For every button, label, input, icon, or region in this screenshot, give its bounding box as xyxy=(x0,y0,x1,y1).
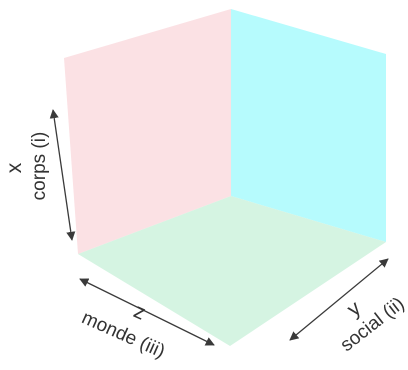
x-axis-arrow xyxy=(49,109,76,241)
y-axis-letter: y xyxy=(343,296,366,321)
floor-plane xyxy=(78,196,386,346)
right-wall-plane xyxy=(231,9,386,242)
x-axis-label: corps (i) xyxy=(29,132,50,201)
left-wall-plane xyxy=(64,9,231,254)
y-axis-arrow xyxy=(289,258,389,341)
x-axis-letter: x xyxy=(3,162,26,173)
z-axis-arrow xyxy=(79,278,215,346)
